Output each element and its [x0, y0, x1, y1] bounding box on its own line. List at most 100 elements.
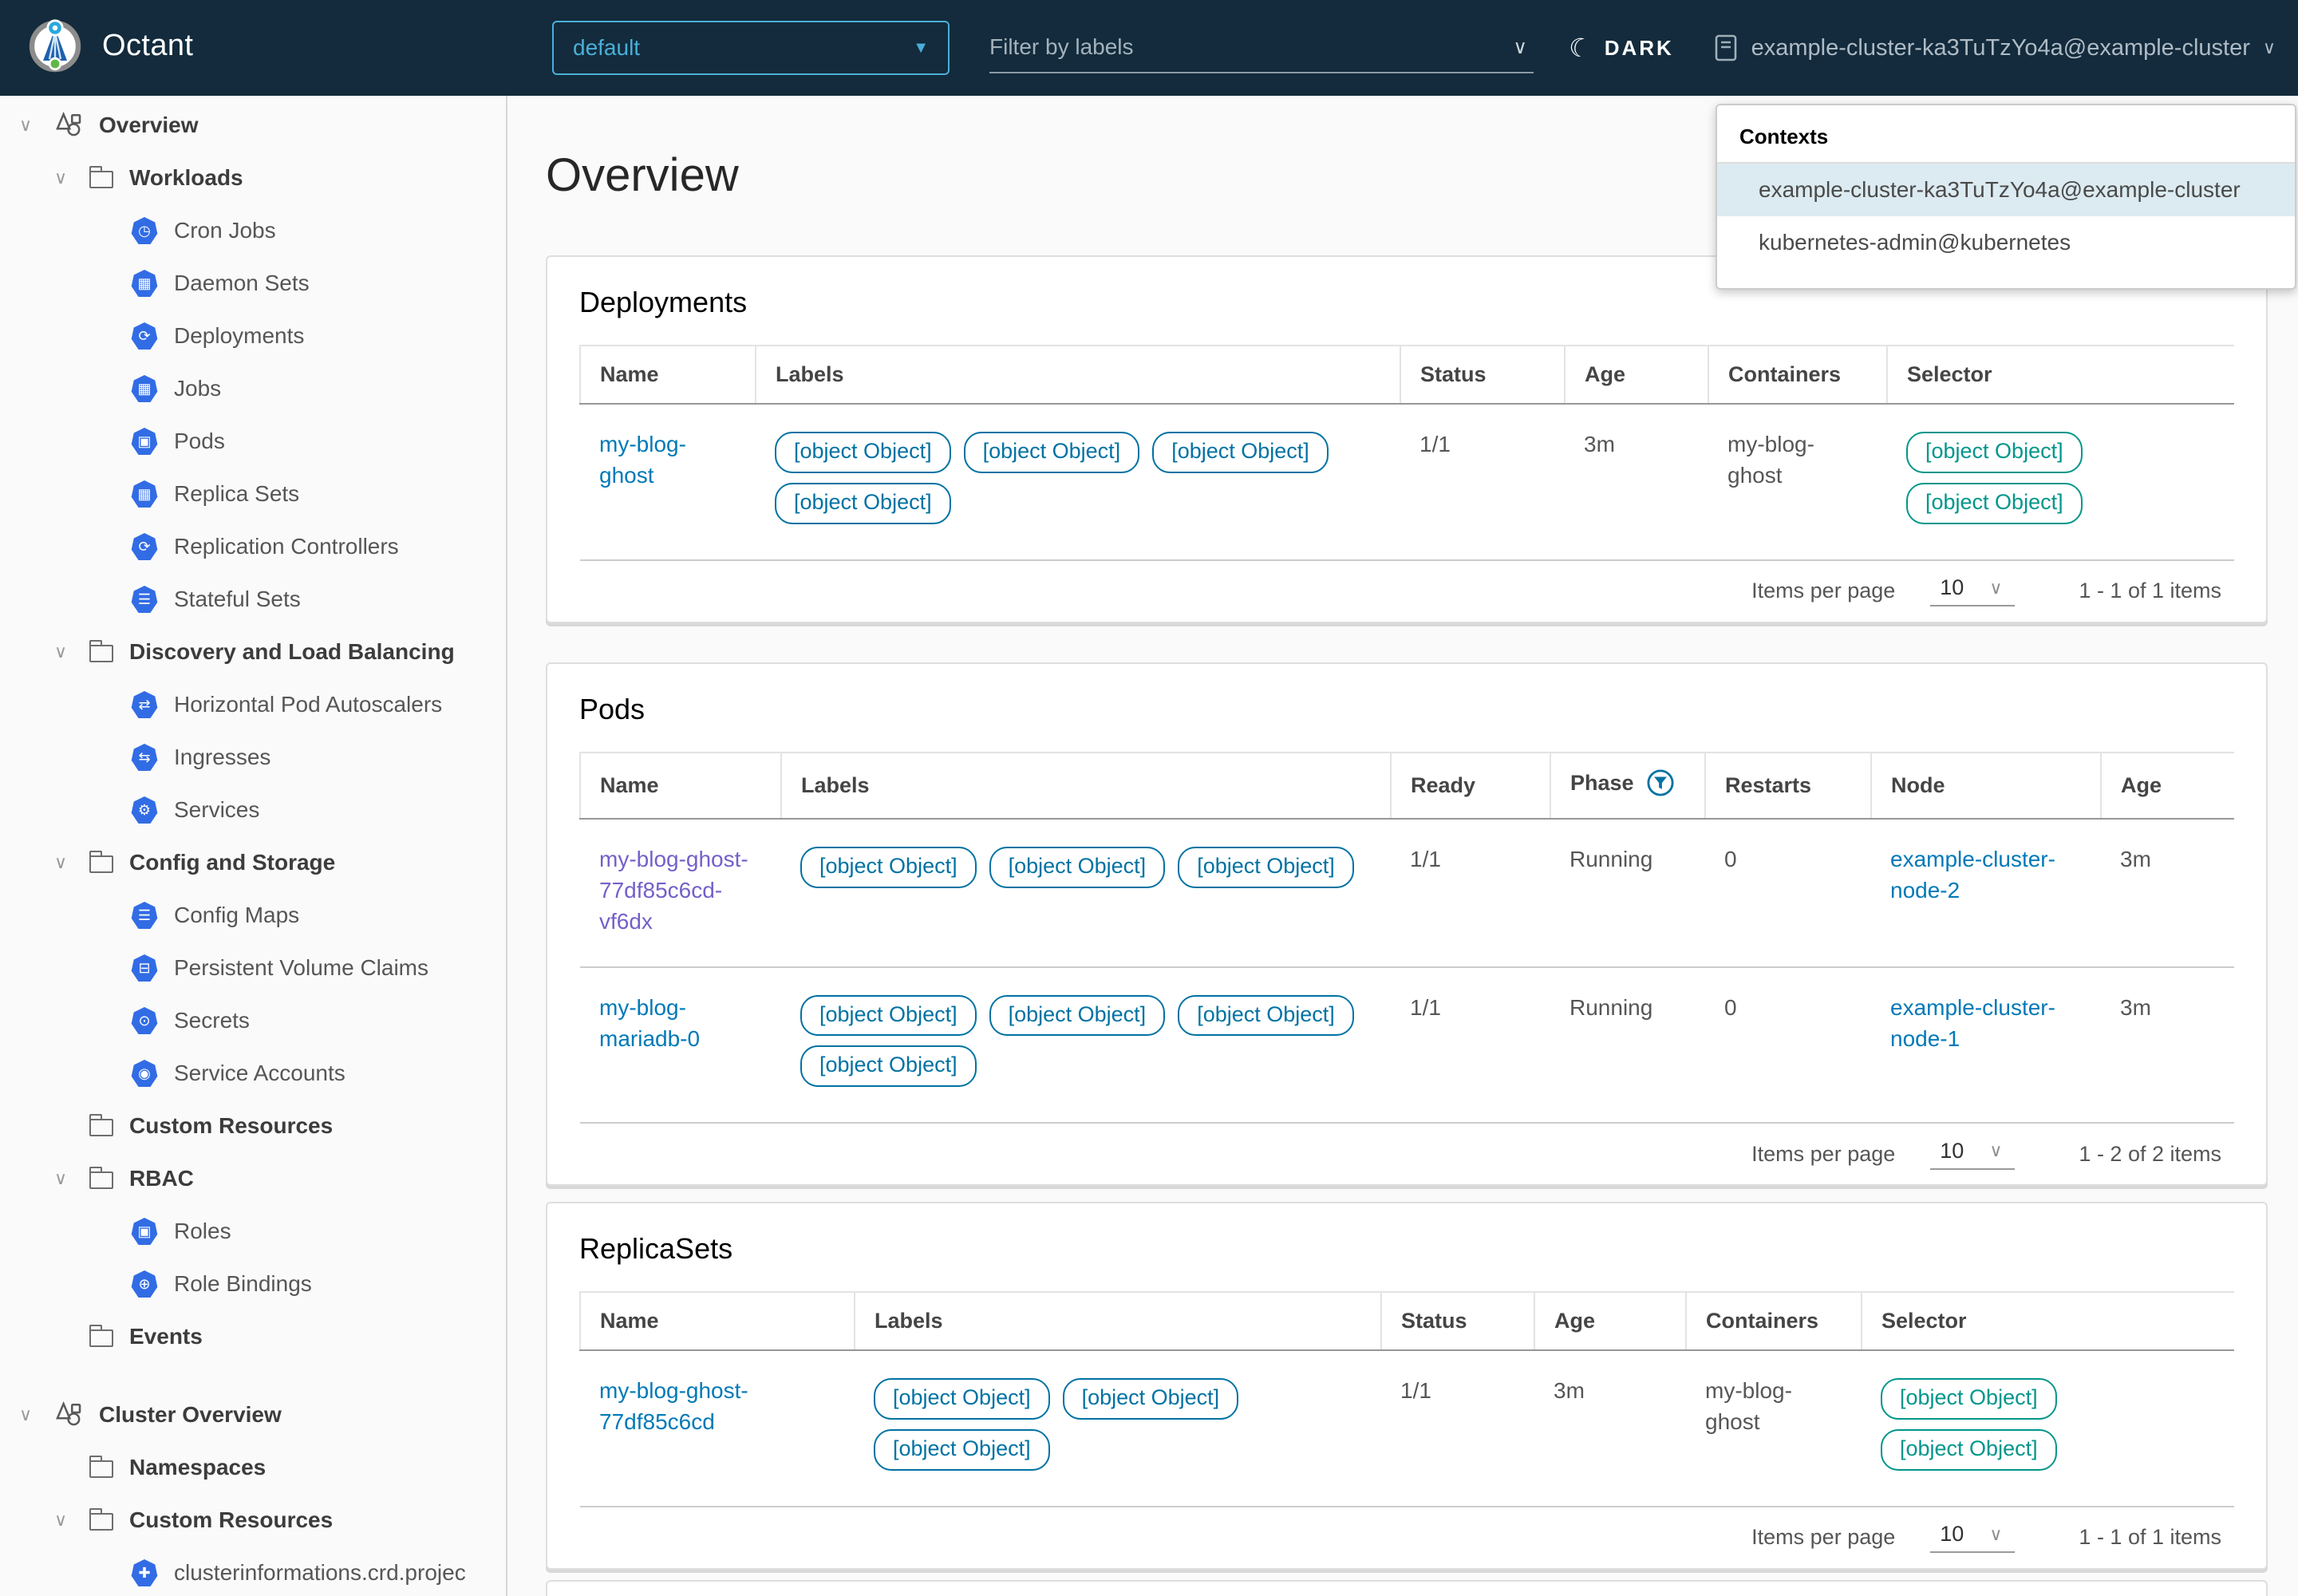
namespace-select[interactable]: default ▼ [552, 21, 950, 75]
column-header[interactable]: Restarts [1704, 752, 1871, 820]
sidebar-item[interactable]: ☰ Stateful Sets [0, 573, 506, 626]
sidebar-item-label: clusterinformations.crd.projec [174, 1560, 466, 1585]
replicaset-name-link[interactable]: my-blog-ghost- 77df85c6cd [599, 1378, 748, 1435]
page-size-select[interactable]: 10 ∨ [1930, 1139, 2016, 1170]
sidebar-item[interactable]: ⇄ Horizontal Pod Autoscalers [0, 678, 506, 731]
page-size-select[interactable]: 10 ∨ [1930, 1522, 2016, 1553]
label-tag[interactable]: [object Object] [989, 994, 1166, 1037]
sidebar-item[interactable]: Namespaces [0, 1441, 506, 1494]
node-link[interactable]: example-cluster- node-2 [1890, 847, 2055, 903]
sidebar-item[interactable]: ∨ Workloads [0, 152, 506, 204]
kubernetes-resource-icon: ☰ [131, 586, 158, 613]
sidebar-item[interactable]: ∨ Discovery and Load Balancing [0, 626, 506, 678]
column-header[interactable]: Age [2100, 752, 2234, 820]
sidebar-item[interactable]: ◷ Cron Jobs [0, 204, 506, 257]
kubernetes-resource-icon: ✚ [131, 1559, 158, 1586]
label-tag[interactable]: [object Object] [1062, 1378, 1239, 1420]
selector-tag[interactable]: [object Object] [1881, 1428, 2057, 1471]
chevron-down-icon[interactable]: ∨ [53, 1168, 68, 1188]
datagrid-footer: Items per page 10 ∨ 1 - 1 of 1 items [579, 1507, 2234, 1568]
sidebar-item[interactable]: ⊙ Secrets [0, 994, 506, 1047]
sidebar-item[interactable]: ⟳ Deployments [0, 310, 506, 362]
sidebar-item[interactable]: ∨ Overview [0, 99, 506, 152]
chevron-down-icon[interactable]: ∨ [18, 1404, 33, 1424]
label-tag[interactable]: [object Object] [800, 1045, 977, 1088]
chevron-down-icon[interactable]: ∨ [53, 168, 68, 188]
pod-name-link[interactable]: my-blog-ghost- 77df85c6cd- vf6dx [599, 847, 748, 934]
pod-name-link[interactable]: my-blog- mariadb-0 [599, 994, 701, 1051]
column-header[interactable]: Containers [1708, 345, 1887, 405]
column-header[interactable]: Ready [1390, 752, 1550, 820]
page-size-select[interactable]: 10 ∨ [1930, 575, 2016, 606]
context-selector[interactable]: example-cluster-ka3TuTzYo4a@example-clus… [1715, 0, 2276, 96]
sidebar-item-label: Replication Controllers [174, 534, 399, 559]
selector-tag[interactable]: [object Object] [1881, 1378, 2057, 1420]
label-tag[interactable]: [object Object] [800, 994, 977, 1037]
sidebar-item[interactable]: ◉ Service Accounts [0, 1047, 506, 1100]
filter-icon[interactable] [1647, 769, 1674, 802]
column-header[interactable]: Status [1400, 345, 1565, 405]
sidebar-item[interactable]: ▦ Replica Sets [0, 468, 506, 520]
deployment-name-link[interactable]: my-blog- ghost [599, 432, 686, 488]
column-header[interactable]: Selector [1886, 345, 2234, 405]
column-header[interactable]: Age [1564, 345, 1708, 405]
sidebar-item[interactable]: ∨ Cluster Overview [0, 1389, 506, 1441]
labels-cell: [object Object] [object Object] [object Ob… [800, 847, 1367, 888]
sidebar-item[interactable]: ⟳ Replication Controllers [0, 520, 506, 573]
chevron-down-icon[interactable]: ∨ [18, 115, 33, 135]
ready-cell: 1/1 [1391, 819, 1550, 968]
column-header[interactable]: Selector [1861, 1291, 2234, 1351]
labels-cell: [object Object] [object Object] [object Ob… [775, 432, 1341, 524]
node-link[interactable]: example-cluster- node-1 [1890, 994, 2055, 1051]
sidebar-item[interactable]: ▣ Pods [0, 415, 506, 468]
column-header[interactable]: Name [579, 752, 781, 820]
column-header[interactable]: Status [1380, 1291, 1534, 1351]
age-cell: 3m [2101, 966, 2234, 1124]
label-tag[interactable]: [object Object] [963, 432, 1140, 473]
selector-tag[interactable]: [object Object] [1906, 482, 2083, 524]
label-tag[interactable]: [object Object] [800, 847, 977, 888]
context-menu-item[interactable]: kubernetes-admin@kubernetes [1759, 230, 2071, 255]
sidebar-item[interactable]: ∨ Custom Resources [0, 1494, 506, 1547]
sidebar-item[interactable]: ▦ Daemon Sets [0, 257, 506, 310]
sidebar-item[interactable]: ☰ Config Maps [0, 889, 506, 942]
sidebar-item[interactable]: Custom Resources [0, 1100, 506, 1152]
chevron-down-icon[interactable]: ∨ [53, 1510, 68, 1530]
sidebar-item[interactable]: ▣ Roles [0, 1205, 506, 1258]
column-header[interactable]: Labels [755, 345, 1400, 405]
column-header[interactable]: Labels [780, 752, 1391, 820]
sidebar-item[interactable]: ∨ Config and Storage [0, 836, 506, 889]
label-tag[interactable]: [object Object] [874, 1378, 1050, 1420]
sidebar-item-label: Config and Storage [129, 850, 336, 875]
sidebar-item[interactable]: ✚ clusterinformations.crd.projec [0, 1547, 506, 1596]
pagination-range: 1 - 1 of 1 items [2079, 579, 2221, 602]
sidebar-item[interactable]: ∨ RBAC [0, 1152, 506, 1205]
sidebar-item[interactable]: Events [0, 1310, 506, 1363]
sidebar-item[interactable]: ⇆ Ingresses [0, 731, 506, 784]
column-header[interactable]: Phase [1550, 752, 1705, 820]
label-tag[interactable]: [object Object] [1178, 994, 1354, 1037]
column-header[interactable]: Labels [854, 1291, 1381, 1351]
sidebar-item[interactable]: ⊟ Persistent Volume Claims [0, 942, 506, 994]
column-header[interactable]: Containers [1685, 1291, 1862, 1351]
column-header[interactable]: Age [1534, 1291, 1686, 1351]
column-header[interactable]: Node [1870, 752, 2101, 820]
sidebar-item[interactable]: ⚙ Services [0, 784, 506, 836]
label-tag[interactable]: [object Object] [1178, 847, 1354, 888]
label-tag[interactable]: [object Object] [775, 482, 951, 524]
context-menu-item[interactable]: example-cluster-ka3TuTzYo4a@example-clus… [1717, 164, 2295, 216]
age-cell: 3m [1534, 1350, 1686, 1507]
chevron-down-icon[interactable]: ∨ [53, 642, 68, 662]
label-tag[interactable]: [object Object] [1152, 432, 1329, 473]
theme-toggle-button[interactable]: ☾ DARK [1566, 0, 1674, 96]
selector-tag[interactable]: [object Object] [1906, 432, 2083, 473]
label-filter-input[interactable]: Filter by labels ∨ [989, 26, 1534, 73]
column-header[interactable]: Name [579, 345, 756, 405]
sidebar-item[interactable]: ▦ Jobs [0, 362, 506, 415]
label-tag[interactable]: [object Object] [775, 432, 951, 473]
label-tag[interactable]: [object Object] [989, 847, 1166, 888]
label-tag[interactable]: [object Object] [874, 1428, 1050, 1471]
chevron-down-icon[interactable]: ∨ [53, 852, 68, 872]
sidebar-item[interactable]: ⊕ Role Bindings [0, 1258, 506, 1310]
column-header[interactable]: Name [579, 1291, 855, 1351]
